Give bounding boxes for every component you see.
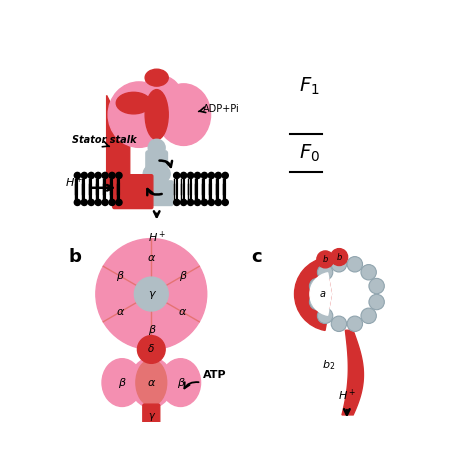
Wedge shape	[294, 258, 331, 330]
Text: $F_0$: $F_0$	[299, 143, 320, 164]
Circle shape	[347, 316, 363, 331]
Ellipse shape	[157, 84, 210, 146]
Circle shape	[208, 200, 214, 206]
Ellipse shape	[139, 76, 182, 118]
Circle shape	[74, 200, 81, 206]
Circle shape	[173, 200, 180, 206]
Text: $H^+$: $H^+$	[147, 230, 166, 246]
Circle shape	[116, 200, 122, 206]
Text: α: α	[116, 307, 124, 317]
Circle shape	[369, 278, 384, 294]
Circle shape	[88, 173, 94, 179]
Text: β: β	[177, 378, 184, 388]
Circle shape	[134, 277, 168, 311]
Text: a: a	[319, 289, 325, 299]
Text: β: β	[117, 271, 124, 281]
Circle shape	[201, 200, 208, 206]
Ellipse shape	[142, 183, 171, 200]
Text: γ: γ	[148, 289, 155, 299]
Text: $b_2$: $b_2$	[322, 358, 335, 372]
Circle shape	[116, 173, 122, 179]
Ellipse shape	[145, 90, 168, 140]
Ellipse shape	[108, 82, 170, 147]
Circle shape	[188, 200, 194, 206]
Text: α: α	[147, 378, 155, 388]
FancyBboxPatch shape	[143, 404, 160, 429]
Ellipse shape	[130, 357, 173, 408]
FancyBboxPatch shape	[113, 175, 153, 209]
Text: δ: δ	[148, 345, 155, 355]
FancyBboxPatch shape	[146, 151, 167, 182]
Circle shape	[194, 173, 201, 179]
Circle shape	[188, 173, 194, 179]
Circle shape	[208, 173, 214, 179]
Circle shape	[222, 200, 228, 206]
Circle shape	[361, 308, 376, 324]
Polygon shape	[342, 330, 364, 415]
Circle shape	[310, 294, 325, 310]
Circle shape	[181, 173, 187, 179]
Circle shape	[318, 264, 333, 280]
Text: Stator stalk: Stator stalk	[72, 135, 137, 145]
Text: $H^+$: $H^+$	[338, 388, 356, 403]
Circle shape	[331, 248, 347, 265]
Text: $F_1$: $F_1$	[299, 75, 320, 97]
Text: ATP: ATP	[203, 370, 227, 380]
Circle shape	[215, 173, 221, 179]
Text: b: b	[337, 253, 342, 262]
Text: $H^+$: $H^+$	[65, 175, 83, 190]
Text: c: c	[251, 248, 262, 266]
Circle shape	[109, 173, 115, 179]
Circle shape	[317, 251, 334, 268]
Circle shape	[181, 200, 187, 206]
Circle shape	[347, 256, 363, 272]
Ellipse shape	[102, 359, 142, 407]
Text: α: α	[179, 307, 186, 317]
Text: β: β	[148, 325, 155, 335]
Circle shape	[95, 173, 101, 179]
Circle shape	[95, 200, 101, 206]
Text: b: b	[68, 248, 81, 266]
Circle shape	[96, 238, 207, 349]
Text: ADP+Pi: ADP+Pi	[203, 104, 240, 114]
Ellipse shape	[143, 163, 170, 185]
Circle shape	[331, 316, 346, 331]
Circle shape	[310, 278, 325, 294]
Circle shape	[318, 308, 333, 324]
Circle shape	[102, 200, 108, 206]
Ellipse shape	[116, 92, 151, 114]
Text: b: b	[323, 255, 328, 264]
Text: β: β	[179, 271, 186, 281]
Circle shape	[109, 200, 115, 206]
Ellipse shape	[161, 359, 201, 407]
Ellipse shape	[145, 69, 168, 86]
Circle shape	[369, 294, 384, 310]
Ellipse shape	[148, 139, 165, 156]
Circle shape	[88, 200, 94, 206]
Circle shape	[331, 256, 346, 272]
Circle shape	[173, 173, 180, 179]
Circle shape	[361, 264, 376, 280]
Circle shape	[194, 200, 201, 206]
Circle shape	[102, 173, 108, 179]
Text: β: β	[118, 378, 126, 388]
FancyBboxPatch shape	[140, 181, 173, 206]
Circle shape	[215, 200, 221, 206]
Circle shape	[137, 336, 165, 364]
Circle shape	[81, 200, 87, 206]
Wedge shape	[310, 273, 331, 315]
Circle shape	[74, 173, 81, 179]
Circle shape	[222, 173, 228, 179]
Text: γ: γ	[148, 410, 154, 421]
Text: α: α	[147, 253, 155, 263]
Circle shape	[81, 173, 87, 179]
Circle shape	[201, 173, 208, 179]
Ellipse shape	[136, 359, 167, 406]
Polygon shape	[107, 95, 130, 203]
